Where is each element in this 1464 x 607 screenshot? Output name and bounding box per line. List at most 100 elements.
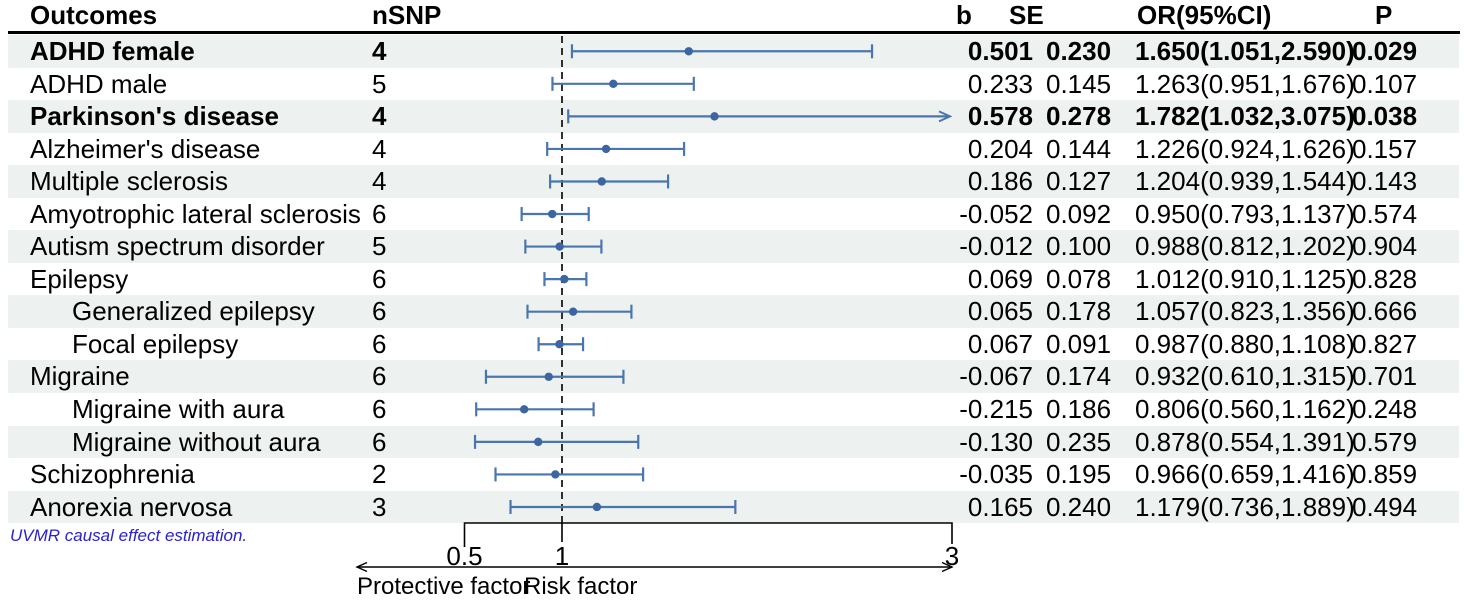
or-ci-value: 1.179(0.736,1.889): [1135, 491, 1355, 522]
axis-bracket: [463, 522, 953, 547]
outcome-label: ADHD female: [30, 36, 195, 66]
p-value: 0.904: [1352, 231, 1418, 262]
p-value: 0.666: [1352, 296, 1418, 327]
outcome-label: Migraine: [30, 361, 130, 392]
or-ci-value: 1.057(0.823,1.356): [1135, 296, 1355, 327]
or-ci-value: 1.012(0.910,1.125): [1135, 263, 1355, 294]
axis-tick-1: 1: [554, 541, 570, 571]
se-value: 0.078: [1046, 263, 1112, 294]
or-ci-value: 0.950(0.793,1.137): [1135, 198, 1355, 229]
se-value: 0.174: [1046, 361, 1112, 392]
nsnp-value: 4: [372, 101, 387, 132]
table-row: ADHD male 5 0.233 0.145 1.263(0.951,1.67…: [0, 68, 1464, 101]
se-value: 0.240: [1046, 491, 1112, 522]
header-outcomes: Outcomes: [30, 0, 158, 30]
axis-tick-0.5: 0.5: [446, 541, 483, 571]
table-row: Amyotrophic lateral sclerosis 6 -0.052 0…: [0, 198, 1464, 231]
se-value: 0.091: [1046, 328, 1112, 359]
table-row: Migraine 6 -0.067 0.174 0.932(0.610,1.31…: [0, 360, 1464, 393]
header-or-ci: OR(95%CI): [1137, 0, 1272, 30]
se-value: 0.195: [1046, 459, 1112, 490]
nsnp-value: 2: [372, 459, 387, 490]
b-value: -0.215: [959, 394, 1033, 425]
b-value: -0.130: [959, 426, 1033, 457]
table-row: ADHD female 4 0.501 0.230 1.650(1.051,2.…: [0, 35, 1464, 68]
outcome-label: Epilepsy: [30, 263, 129, 294]
table-row: Anorexia nervosa 3 0.165 0.240 1.179(0.7…: [0, 490, 1464, 524]
nsnp-value: 5: [372, 68, 387, 99]
nsnp-value: 6: [372, 361, 387, 392]
or-ci-value: 0.966(0.659,1.416): [1135, 459, 1355, 490]
b-value: -0.035: [959, 459, 1033, 490]
or-ci-value: 0.806(0.560,1.162): [1135, 394, 1355, 425]
or-ci-value: 1.782(1.032,3.075): [1135, 101, 1355, 132]
b-value: 0.165: [967, 491, 1033, 522]
se-value: 0.186: [1046, 394, 1112, 425]
table-row: Focal epilepsy 6 0.067 0.091 0.987(0.880…: [0, 328, 1464, 361]
table-row: Epilepsy 6 0.069 0.078 1.012(0.910,1.125…: [0, 263, 1464, 296]
b-value: -0.012: [959, 231, 1033, 262]
p-value: 0.157: [1352, 133, 1418, 164]
table-row: Parkinson's disease 4 0.578 0.278 1.782(…: [0, 100, 1464, 133]
se-value: 0.278: [1046, 101, 1112, 132]
table-row: Generalized epilepsy 6 0.065 0.178 1.057…: [0, 295, 1464, 328]
table-row: Migraine with aura 6 -0.215 0.186 0.806(…: [0, 393, 1464, 426]
p-value: 0.494: [1352, 491, 1418, 522]
table-row: Multiple sclerosis 4 0.186 0.127 1.204(0…: [0, 165, 1464, 198]
se-value: 0.178: [1046, 296, 1112, 327]
nsnp-value: 4: [372, 166, 387, 197]
or-ci-value: 1.650(1.051,2.590): [1135, 36, 1355, 66]
p-value: 0.579: [1352, 426, 1418, 457]
or-ci-value: 0.987(0.880,1.108): [1135, 328, 1355, 359]
outcome-label: Migraine with aura: [72, 394, 285, 425]
header-nsnp: nSNP: [372, 0, 442, 30]
outcome-label: Parkinson's disease: [30, 101, 279, 132]
nsnp-value: 4: [372, 133, 387, 164]
outcome-label: Multiple sclerosis: [30, 166, 228, 197]
se-value: 0.145: [1046, 68, 1112, 99]
table-row: Alzheimer's disease 4 0.204 0.144 1.226(…: [0, 133, 1464, 166]
p-value: 0.828: [1352, 263, 1418, 294]
p-value: 0.701: [1352, 361, 1418, 392]
risk-factor-label: Risk factor: [524, 573, 638, 600]
nsnp-value: 6: [372, 328, 387, 359]
table-body: ADHD female 4 0.501 0.230 1.650(1.051,2.…: [0, 35, 1464, 523]
se-value: 0.100: [1046, 231, 1112, 262]
b-value: 0.069: [967, 263, 1033, 294]
footnote-text: UVMR causal effect estimation.: [10, 526, 248, 545]
or-ci-value: 1.204(0.939,1.544): [1135, 166, 1355, 197]
table-row: Migraine without aura 6 -0.130 0.235 0.8…: [0, 425, 1464, 459]
nsnp-value: 3: [372, 491, 387, 522]
nsnp-value: 6: [372, 296, 387, 327]
table-row: Autism spectrum disorder 5 -0.012 0.100 …: [0, 230, 1464, 263]
se-value: 0.092: [1046, 198, 1112, 229]
table-row: Schizophrenia 2 -0.035 0.195 0.966(0.659…: [0, 458, 1464, 491]
header-p: P: [1375, 0, 1393, 30]
nsnp-value: 4: [372, 36, 387, 66]
b-value: 0.065: [967, 296, 1033, 327]
p-value: 0.827: [1352, 328, 1418, 359]
nsnp-value: 5: [372, 231, 387, 262]
p-value: 0.248: [1352, 394, 1418, 425]
se-value: 0.127: [1046, 166, 1112, 197]
or-ci-value: 0.878(0.554,1.391): [1135, 426, 1355, 457]
b-value: -0.067: [959, 361, 1033, 392]
p-value: 0.029: [1352, 36, 1418, 66]
nsnp-value: 6: [372, 426, 387, 457]
outcome-label: Autism spectrum disorder: [30, 231, 325, 262]
p-value: 0.107: [1352, 68, 1418, 99]
axis-tick-3: 3: [944, 541, 960, 571]
header-b: b: [956, 0, 972, 30]
b-value: 0.204: [967, 133, 1033, 164]
outcome-label: Migraine without aura: [72, 426, 321, 457]
b-value: 0.186: [967, 166, 1033, 197]
header-underline: [8, 31, 1460, 34]
or-ci-value: 1.226(0.924,1.626): [1135, 133, 1355, 164]
p-value: 0.574: [1352, 198, 1418, 229]
nsnp-value: 6: [372, 198, 387, 229]
se-value: 0.230: [1046, 36, 1112, 66]
se-value: 0.144: [1046, 133, 1112, 164]
outcome-label: Schizophrenia: [30, 459, 195, 490]
outcome-label: Anorexia nervosa: [30, 491, 233, 522]
